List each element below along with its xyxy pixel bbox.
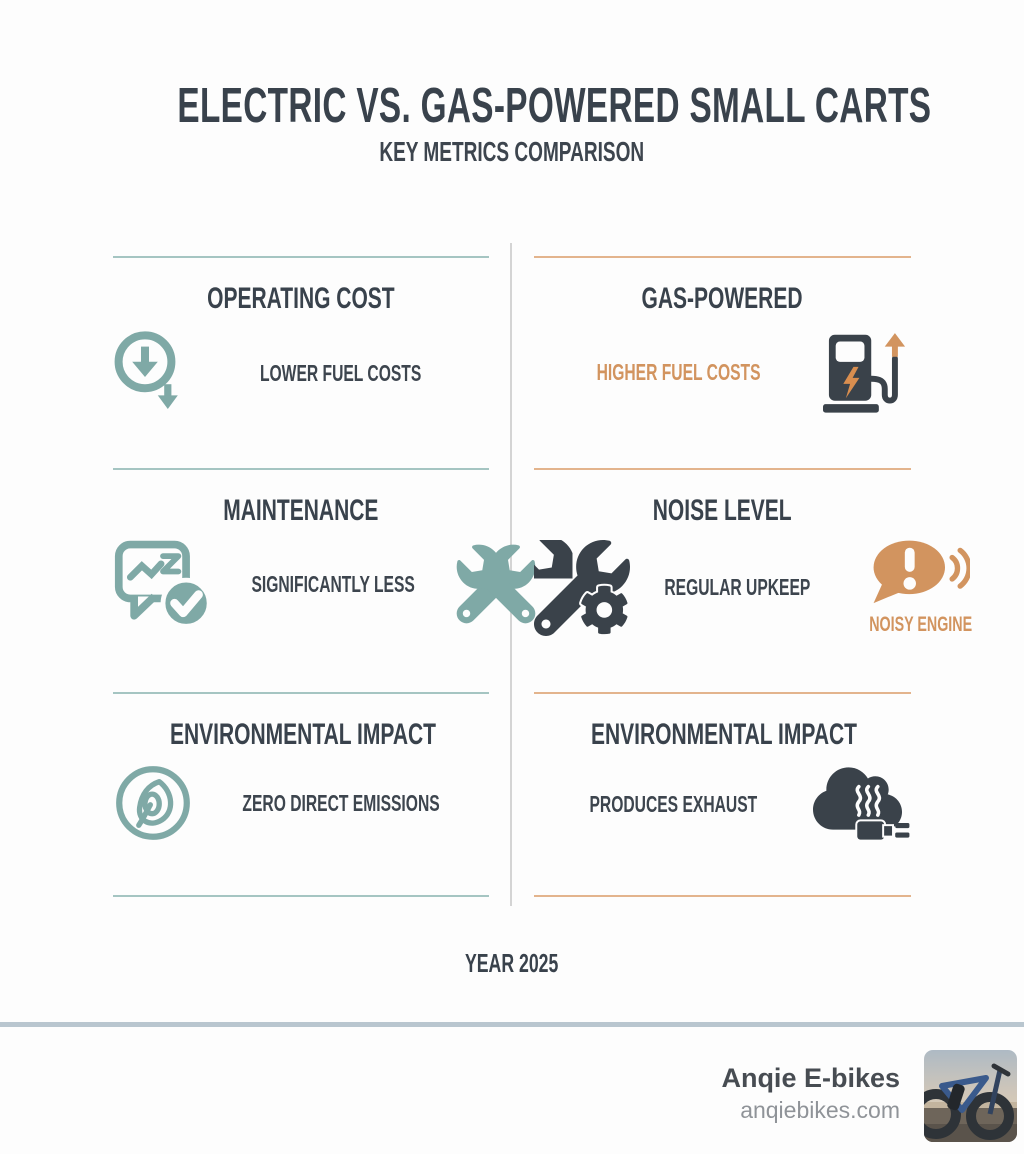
brand-website: anqiebikes.com — [740, 1097, 900, 1123]
section-heading: MAINTENANCE — [223, 494, 379, 527]
electric-column: OPERATING COST LOWER FUEL COSTS MAINTENA… — [113, 256, 536, 897]
gas-column: GAS-POWERED HIGHER FUEL COSTS — [534, 256, 972, 897]
section-heading: NOISE LEVEL — [653, 494, 792, 527]
environmental-impact-electric-section: ENVIRONMENTAL IMPACT ZERO DIRECT EMISSIO… — [113, 692, 489, 895]
footer-divider — [0, 1022, 1024, 1027]
metric-label: SIGNIFICANTLY LESS — [251, 570, 415, 597]
maintenance-section: MAINTENANCE SIGNIFICANTLY LESS — [113, 468, 536, 692]
arrow-down-circle-icon — [113, 326, 193, 420]
section-heading: ENVIRONMENTAL IMPACT — [591, 718, 857, 751]
noise-level-section: NOISE LEVEL REGULAR UPKEEP — [534, 468, 972, 692]
section-heading: GAS-POWERED — [641, 282, 803, 315]
quiet-chat-check-icon — [113, 538, 213, 630]
environmental-impact-gas-section: ENVIRONMENTAL IMPACT PRODUCES EXHAUST — [534, 692, 911, 895]
wrench-gear-icon — [534, 539, 630, 636]
metric-label: REGULAR UPKEEP — [664, 574, 811, 600]
brand-name: Anqie E-bikes — [721, 1063, 900, 1093]
footer-year: YEAR 2025 — [465, 948, 559, 978]
metric-label: ZERO DIRECT EMISSIONS — [242, 789, 440, 816]
page-title: ELECTRIC VS. GAS-POWERED SMALL CARTS — [177, 79, 932, 133]
operating-cost-section: OPERATING COST LOWER FUEL COSTS — [113, 256, 489, 468]
e-bike-photo — [924, 1050, 1017, 1142]
alert-speech-bubble-icon: NOISY ENGINE — [845, 538, 996, 637]
metric-label: HIGHER FUEL COSTS — [596, 358, 761, 385]
brand-block: Anqie E-bikes anqiebikes.com — [721, 1063, 900, 1124]
metric-label: PRODUCES EXHAUST — [589, 790, 758, 817]
icon-caption: NOISY ENGINE — [868, 613, 972, 636]
page-subtitle: KEY METRICS COMPARISON — [379, 136, 645, 167]
gas-pump-up-icon — [823, 326, 911, 418]
leaf-circle-icon — [113, 762, 193, 844]
exhaust-cloud-icon — [813, 762, 911, 846]
metric-label: LOWER FUEL COSTS — [260, 359, 422, 386]
gas-powered-section: GAS-POWERED HIGHER FUEL COSTS — [534, 256, 911, 468]
section-heading: OPERATING COST — [207, 282, 395, 315]
crossed-wrenches-icon — [453, 541, 539, 627]
section-heading: ENVIRONMENTAL IMPACT — [170, 718, 436, 751]
